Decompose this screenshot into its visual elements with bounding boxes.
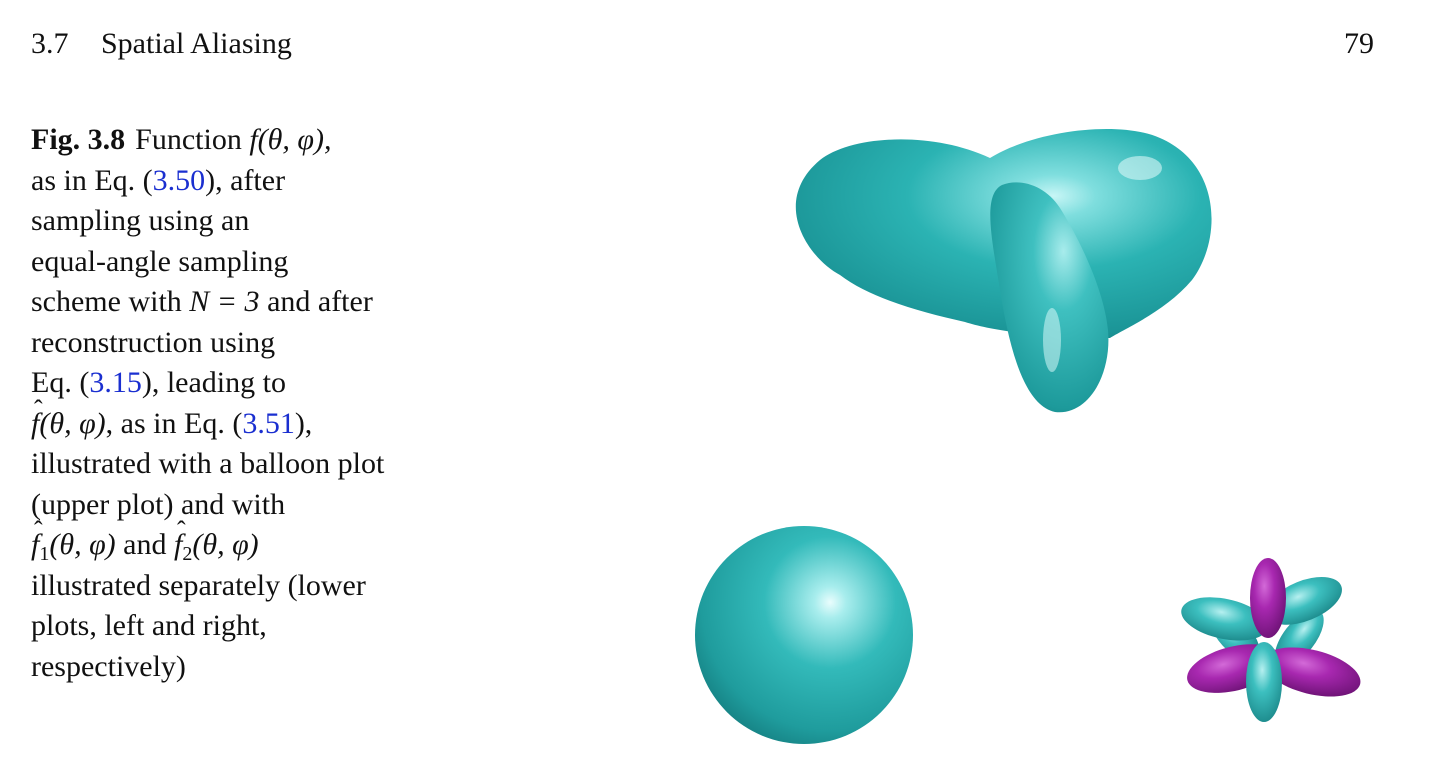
math-n-equals: N = 3 [189, 285, 260, 318]
running-head: 3.7 Spatial Aliasing 79 [31, 22, 1374, 66]
lobe-teal [1181, 597, 1268, 641]
caption-line: Eq. (3.15), leading to [31, 363, 451, 404]
caption-line: (upper plot) and with [31, 487, 286, 521]
math-args: (θ, φ) [49, 528, 116, 561]
caption-text: as in Eq. ( [31, 163, 153, 197]
caption-line: scheme with N = 3 and after [31, 282, 451, 323]
balloon-lobe [990, 182, 1109, 413]
caption-line: respectively) [31, 649, 186, 683]
caption-line: illustrated separately (lower [31, 568, 366, 602]
caption-text: scheme with [31, 285, 190, 318]
caption-line: equal-angle sampling [31, 244, 289, 278]
equation-link-3-15[interactable]: 3.15 [89, 366, 142, 399]
caption-text: , as in Eq. ( [105, 406, 243, 440]
balloon-body-highlight [1118, 156, 1162, 180]
sphere [695, 526, 913, 744]
caption-text: and after [259, 285, 373, 318]
caption-line: plots, left and right, [31, 609, 267, 642]
caption-line: illustrated with a balloon plot [31, 447, 385, 480]
lobe-magenta [1250, 558, 1286, 638]
math-subscript: 2 [182, 543, 193, 565]
figure-plots [660, 90, 1400, 755]
sphere-plot-lower-left [695, 526, 913, 744]
page-number: 79 [1344, 27, 1374, 60]
lobe-magenta [1262, 647, 1361, 697]
equation-link-3-51[interactable]: 3.51 [242, 406, 295, 440]
caption-text: ), after [205, 163, 286, 197]
balloon-lobe-highlight [1043, 308, 1061, 372]
caption-line: f(θ, φ), as in Eq. (3.51), [31, 390, 451, 445]
balloon-plot-upper [795, 128, 1212, 413]
figure-canvas [695, 128, 1361, 744]
caption-line: reconstruction using [31, 325, 276, 359]
caption-line: f1(θ, φ) and f2(θ, φ) [31, 511, 451, 566]
math-args: (θ, φ) [39, 406, 106, 440]
math-f-hat: f [174, 511, 186, 566]
caption-text: Function [135, 123, 250, 156]
math-subscript: 1 [39, 543, 50, 565]
caption-line: Fig. 3.8 Function f(θ, φ), [31, 120, 451, 161]
caption-text: and [115, 528, 174, 561]
caption-text: ), [294, 406, 313, 440]
figure-caption: Fig. 3.8 Function f(θ, φ), as in Eq. (3.5… [31, 120, 451, 687]
equation-link-3-50[interactable]: 3.50 [152, 163, 206, 197]
math-f-hat: f [31, 390, 43, 445]
lobe-teal-front [1246, 642, 1282, 722]
figure-label: Fig. 3.8 [31, 123, 126, 156]
caption-text: ), leading to [141, 366, 286, 399]
caption-line: as in Eq. (3.50), after [31, 161, 451, 202]
section-number: 3.7 [31, 27, 69, 60]
math-args: (θ, φ) [192, 528, 259, 561]
section-title: Spatial Aliasing [101, 27, 292, 60]
caption-line: sampling using an [31, 204, 250, 237]
math-function: f(θ, φ), [249, 123, 332, 156]
lobe-plot-lower-right [1181, 558, 1361, 722]
math-f-hat: f [31, 511, 43, 566]
